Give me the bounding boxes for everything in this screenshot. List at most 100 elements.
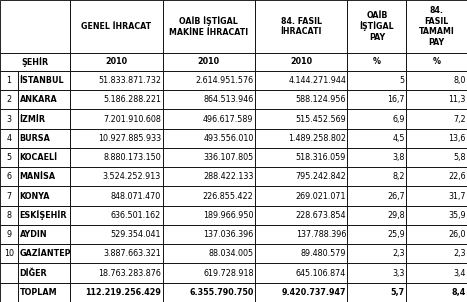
Bar	[163, 263, 255, 283]
Bar	[163, 0, 255, 53]
Bar	[255, 225, 347, 244]
Text: 16,7: 16,7	[388, 95, 405, 104]
Bar	[406, 167, 467, 187]
Bar	[163, 129, 255, 148]
Bar	[163, 71, 255, 90]
Bar	[347, 225, 406, 244]
Text: 5,7: 5,7	[391, 288, 405, 297]
Text: 10: 10	[4, 249, 14, 259]
Bar	[406, 244, 467, 263]
Bar	[18, 71, 70, 90]
Text: 13,6: 13,6	[448, 134, 466, 143]
Text: 3,8: 3,8	[393, 153, 405, 162]
Text: 226.855.422: 226.855.422	[203, 191, 254, 201]
Bar	[0, 225, 18, 244]
Text: 645.106.874: 645.106.874	[296, 268, 346, 278]
Bar	[406, 263, 467, 283]
Bar	[347, 206, 406, 225]
Text: MANİSA: MANİSA	[20, 172, 56, 182]
Text: 84.
FASIL
TAMAMI
PAY: 84. FASIL TAMAMI PAY	[419, 6, 454, 47]
Text: 5: 5	[400, 76, 405, 85]
Text: 288.422.133: 288.422.133	[203, 172, 254, 182]
Bar	[18, 129, 70, 148]
Text: 26,0: 26,0	[448, 230, 466, 239]
Bar	[70, 148, 163, 167]
Text: 6,9: 6,9	[392, 114, 405, 124]
Bar	[0, 206, 18, 225]
Bar	[18, 187, 70, 206]
Bar	[406, 53, 467, 71]
Text: 336.107.805: 336.107.805	[203, 153, 254, 162]
Bar	[347, 187, 406, 206]
Bar	[18, 283, 70, 302]
Bar	[163, 225, 255, 244]
Bar	[255, 206, 347, 225]
Text: OAİB İŞTİGAL
MAKİNE İHRACATI: OAİB İŞTİGAL MAKİNE İHRACATI	[169, 16, 248, 37]
Text: 518.316.059: 518.316.059	[296, 153, 346, 162]
Text: 2010: 2010	[290, 57, 312, 66]
Bar	[18, 263, 70, 283]
Bar	[0, 129, 18, 148]
Text: 22,6: 22,6	[448, 172, 466, 182]
Bar	[18, 109, 70, 129]
Bar	[70, 129, 163, 148]
Bar	[255, 187, 347, 206]
Text: 2,3: 2,3	[453, 249, 466, 259]
Text: OAİB
İŞTİGAL
PAY: OAİB İŞTİGAL PAY	[360, 11, 394, 42]
Bar	[18, 206, 70, 225]
Bar	[70, 0, 163, 53]
Text: 29,8: 29,8	[387, 211, 405, 220]
Text: İSTANBUL: İSTANBUL	[20, 76, 64, 85]
Bar	[255, 129, 347, 148]
Text: 84. FASIL
İHRACATI: 84. FASIL İHRACATI	[281, 17, 322, 36]
Text: 26,7: 26,7	[387, 191, 405, 201]
Text: 3,3: 3,3	[393, 268, 405, 278]
Bar	[70, 109, 163, 129]
Text: 7: 7	[7, 191, 11, 201]
Text: 269.021.071: 269.021.071	[296, 191, 346, 201]
Text: %: %	[373, 57, 381, 66]
Bar	[255, 244, 347, 263]
Text: 189.966.950: 189.966.950	[203, 211, 254, 220]
Text: 4.144.271.944: 4.144.271.944	[288, 76, 346, 85]
Bar	[406, 109, 467, 129]
Bar	[406, 225, 467, 244]
Text: 8,4: 8,4	[451, 288, 466, 297]
Text: GAZİANTEP: GAZİANTEP	[20, 249, 71, 259]
Bar	[255, 71, 347, 90]
Bar	[163, 167, 255, 187]
Text: 8,2: 8,2	[392, 172, 405, 182]
Text: GENEL İHRACAT: GENEL İHRACAT	[81, 22, 151, 31]
Text: 10.927.885.933: 10.927.885.933	[98, 134, 161, 143]
Bar	[0, 71, 18, 90]
Text: KOCAELİ: KOCAELİ	[20, 153, 58, 162]
Bar	[0, 167, 18, 187]
Text: 25,9: 25,9	[387, 230, 405, 239]
Bar	[347, 244, 406, 263]
Bar	[255, 263, 347, 283]
Bar	[0, 283, 18, 302]
Text: 4: 4	[7, 134, 11, 143]
Bar	[406, 148, 467, 167]
Bar	[18, 244, 70, 263]
Text: 137.788.396: 137.788.396	[296, 230, 346, 239]
Text: İZMİR: İZMİR	[20, 114, 46, 124]
Text: 636.501.162: 636.501.162	[111, 211, 161, 220]
Text: 2010: 2010	[105, 57, 127, 66]
Bar	[406, 206, 467, 225]
Bar	[70, 225, 163, 244]
Bar	[163, 206, 255, 225]
Bar	[70, 167, 163, 187]
Bar	[0, 148, 18, 167]
Bar	[347, 0, 406, 53]
Bar	[255, 148, 347, 167]
Bar	[70, 53, 163, 71]
Bar	[70, 187, 163, 206]
Bar	[406, 90, 467, 110]
Bar	[70, 244, 163, 263]
Bar	[406, 129, 467, 148]
Text: 588.124.956: 588.124.956	[296, 95, 346, 104]
Text: ESKİŞEHİR: ESKİŞEHİR	[20, 210, 67, 220]
Bar	[255, 283, 347, 302]
Text: ANKARA: ANKARA	[20, 95, 57, 104]
